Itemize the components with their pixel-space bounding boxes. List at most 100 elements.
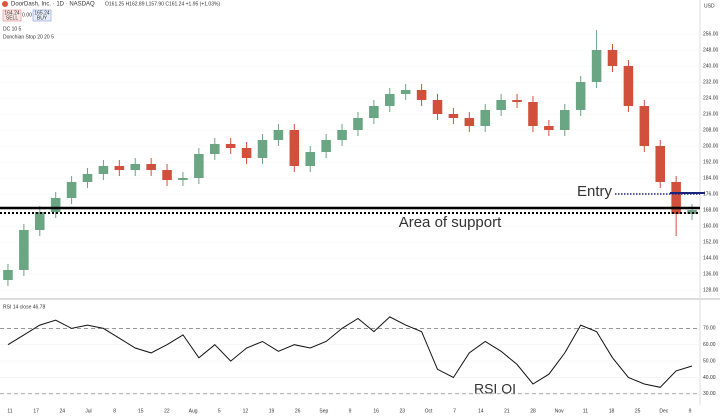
candle-body (623, 66, 634, 106)
x-tick-label: 17 (33, 408, 39, 414)
candle-body (66, 182, 77, 198)
x-tick-label: 7 (453, 408, 456, 414)
indicator: Donchian Stop 20 20 5 (3, 34, 54, 40)
candle-body (114, 166, 125, 170)
x-tick-label: 22 (164, 408, 170, 414)
candle-body (50, 198, 61, 212)
x-tick-label: 28 (530, 408, 536, 414)
candle-body (3, 270, 13, 280)
x-tick-label: 23 (400, 408, 406, 414)
y-tick-label: 200.00 (703, 143, 719, 149)
sell-button[interactable] (2, 9, 22, 22)
y-tick-label: 168.00 (703, 207, 719, 213)
currency: USD (704, 3, 715, 9)
sell-price: 164.24 (4, 10, 20, 16)
candle-body (305, 152, 315, 166)
candle-body (528, 102, 538, 126)
x-tick-label: 19 (269, 408, 275, 414)
candle-body (273, 130, 284, 140)
x-tick-label: 26 (295, 408, 301, 414)
rsi-line (7, 316, 693, 388)
sell-label: SELL (6, 15, 18, 21)
y-tick-label: 208.00 (703, 127, 719, 133)
x-tick-label: 15 (138, 408, 144, 414)
y-tick-label: 192.00 (703, 159, 719, 165)
candle-body (607, 50, 618, 66)
candle-body (416, 90, 427, 100)
candle-body (432, 100, 443, 114)
y-tick-label: 232.00 (703, 79, 719, 85)
rsi-title: RSI 14 close 46.78 (3, 304, 45, 310)
candle-body (210, 144, 220, 154)
x-tick-label: 24 (60, 408, 66, 414)
candle-body (162, 170, 172, 180)
x-tick-label: 21 (504, 408, 510, 414)
buy-button[interactable] (32, 9, 52, 22)
y-tick-label: 50.00 (703, 358, 716, 364)
x-tick-label: 8 (113, 408, 116, 414)
y-tick-label: 256.00 (703, 31, 719, 37)
x-tick-label: 9 (349, 408, 352, 414)
x-tick-label: Nov (555, 408, 564, 414)
candle-body (591, 50, 602, 82)
candle-body (496, 100, 506, 110)
candle-body (321, 140, 331, 152)
x-tick-label: 14 (478, 408, 484, 414)
rsi-annotation: RSI OI (474, 381, 516, 397)
support-label: Area of support (399, 214, 502, 231)
candle-body (82, 174, 93, 182)
y-tick-label: 136.00 (703, 271, 719, 277)
y-tick-label: 224.00 (703, 95, 719, 101)
x-tick-label: Oct (425, 408, 433, 414)
x-tick-label: 5 (218, 408, 221, 414)
y-tick-label: 176.00 (703, 191, 719, 197)
candle-body (225, 144, 236, 148)
y-tick-label: 144.00 (703, 255, 719, 261)
ohlc-header: O161.25 H162.89 L157.90 C161.24 +1.95 (+… (105, 1, 220, 7)
candle-body (337, 130, 347, 140)
candle-body (35, 212, 45, 230)
candle-body (19, 230, 29, 270)
candle-body (560, 110, 570, 130)
candle-body (98, 166, 109, 174)
candle-body (241, 148, 252, 158)
buy-label: BUY (37, 15, 48, 21)
candle-body (385, 94, 395, 106)
y-tick-label: 70.00 (703, 326, 716, 332)
y-tick-label: 152.00 (703, 239, 719, 245)
x-tick-label: 9 (689, 408, 692, 414)
candle-body (289, 130, 300, 166)
candle-body (194, 154, 204, 178)
x-tick-label: Aug (189, 408, 198, 414)
y-tick-label: 240.00 (703, 63, 719, 69)
x-tick-label: Dec (659, 408, 668, 414)
candle-body (353, 118, 363, 130)
candle-body (575, 82, 586, 110)
x-tick-label: 18 (609, 408, 615, 414)
candle-body (130, 164, 140, 170)
y-tick-label: 216.00 (703, 111, 719, 117)
spread: 0.00 (22, 12, 32, 18)
candle-body (178, 178, 188, 180)
candle-body (544, 126, 554, 130)
y-tick-label: 60.00 (703, 342, 716, 348)
y-tick-label: 248.00 (703, 47, 719, 53)
y-tick-label: 184.00 (703, 175, 719, 181)
x-tick-label: 16 (373, 408, 379, 414)
y-tick-label: 128.00 (703, 287, 719, 293)
candle-body (464, 118, 475, 126)
indicator: DC 10 5 (3, 26, 22, 32)
candle-body (257, 140, 268, 158)
y-tick-label: 160.00 (703, 223, 719, 229)
candle-body (448, 114, 459, 118)
candle-body (480, 110, 490, 126)
candle-body (512, 100, 522, 102)
logo (2, 1, 8, 7)
x-tick-label: 12 (243, 408, 249, 414)
candle-body (671, 182, 681, 214)
candle-body (639, 106, 650, 146)
candle-body (369, 106, 379, 118)
y-tick-label: 40.00 (703, 375, 716, 381)
y-tick-label: 30.00 (703, 391, 716, 397)
